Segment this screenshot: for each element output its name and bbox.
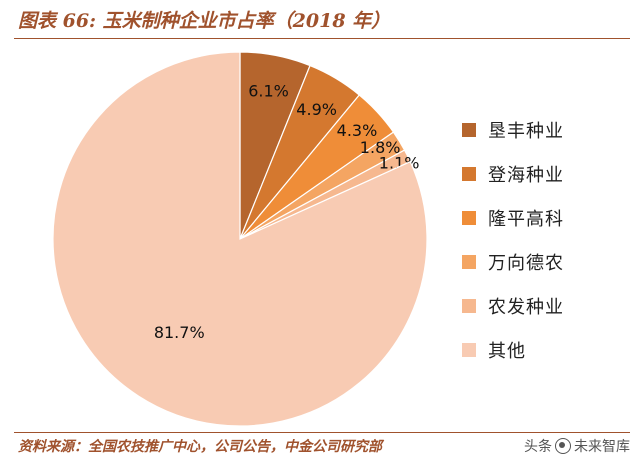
source-note: 资料来源：全国农技推广中心，公司公告，中金公司研究部	[18, 439, 382, 455]
legend-label: 农发种业	[488, 297, 564, 318]
chart-title: 图表 66: 玉米制种企业市占率（2018 年）	[18, 10, 391, 32]
legend-label: 登海种业	[488, 165, 564, 186]
slice-value-label-3: 4.3%	[337, 121, 378, 140]
legend-label: 隆平高科	[488, 209, 564, 230]
chart-legend: 垦丰种业登海种业隆平高科万向德农农发种业其他	[462, 108, 564, 372]
slice-value-label-6: 81.7%	[154, 323, 205, 342]
watermark-prefix: 头条	[524, 439, 552, 455]
pie-slice-6	[52, 51, 428, 427]
legend-label: 万向德农	[488, 253, 564, 274]
watermark: 头条 未来智库	[524, 436, 630, 456]
slice-value-label-2: 4.9%	[296, 100, 337, 119]
legend-swatch	[462, 211, 476, 225]
title-divider	[14, 38, 630, 39]
legend-item-6: 其他	[462, 328, 564, 372]
legend-swatch	[462, 343, 476, 357]
legend-label: 垦丰种业	[488, 121, 564, 142]
legend-swatch	[462, 299, 476, 313]
legend-item-4: 万向德农	[462, 240, 564, 284]
legend-item-3: 隆平高科	[462, 196, 564, 240]
legend-swatch	[462, 255, 476, 269]
watermark-handle: 未来智库	[574, 439, 630, 455]
legend-label: 其他	[488, 341, 526, 362]
legend-item-2: 登海种业	[462, 152, 564, 196]
legend-item-5: 农发种业	[462, 284, 564, 328]
slice-value-label-1: 6.1%	[248, 82, 289, 101]
camera-logo-icon	[555, 438, 571, 454]
legend-item-1: 垦丰种业	[462, 108, 564, 152]
slice-value-label-4: 1.8%	[360, 138, 401, 157]
legend-swatch	[462, 167, 476, 181]
legend-swatch	[462, 123, 476, 137]
source-divider	[14, 432, 630, 433]
